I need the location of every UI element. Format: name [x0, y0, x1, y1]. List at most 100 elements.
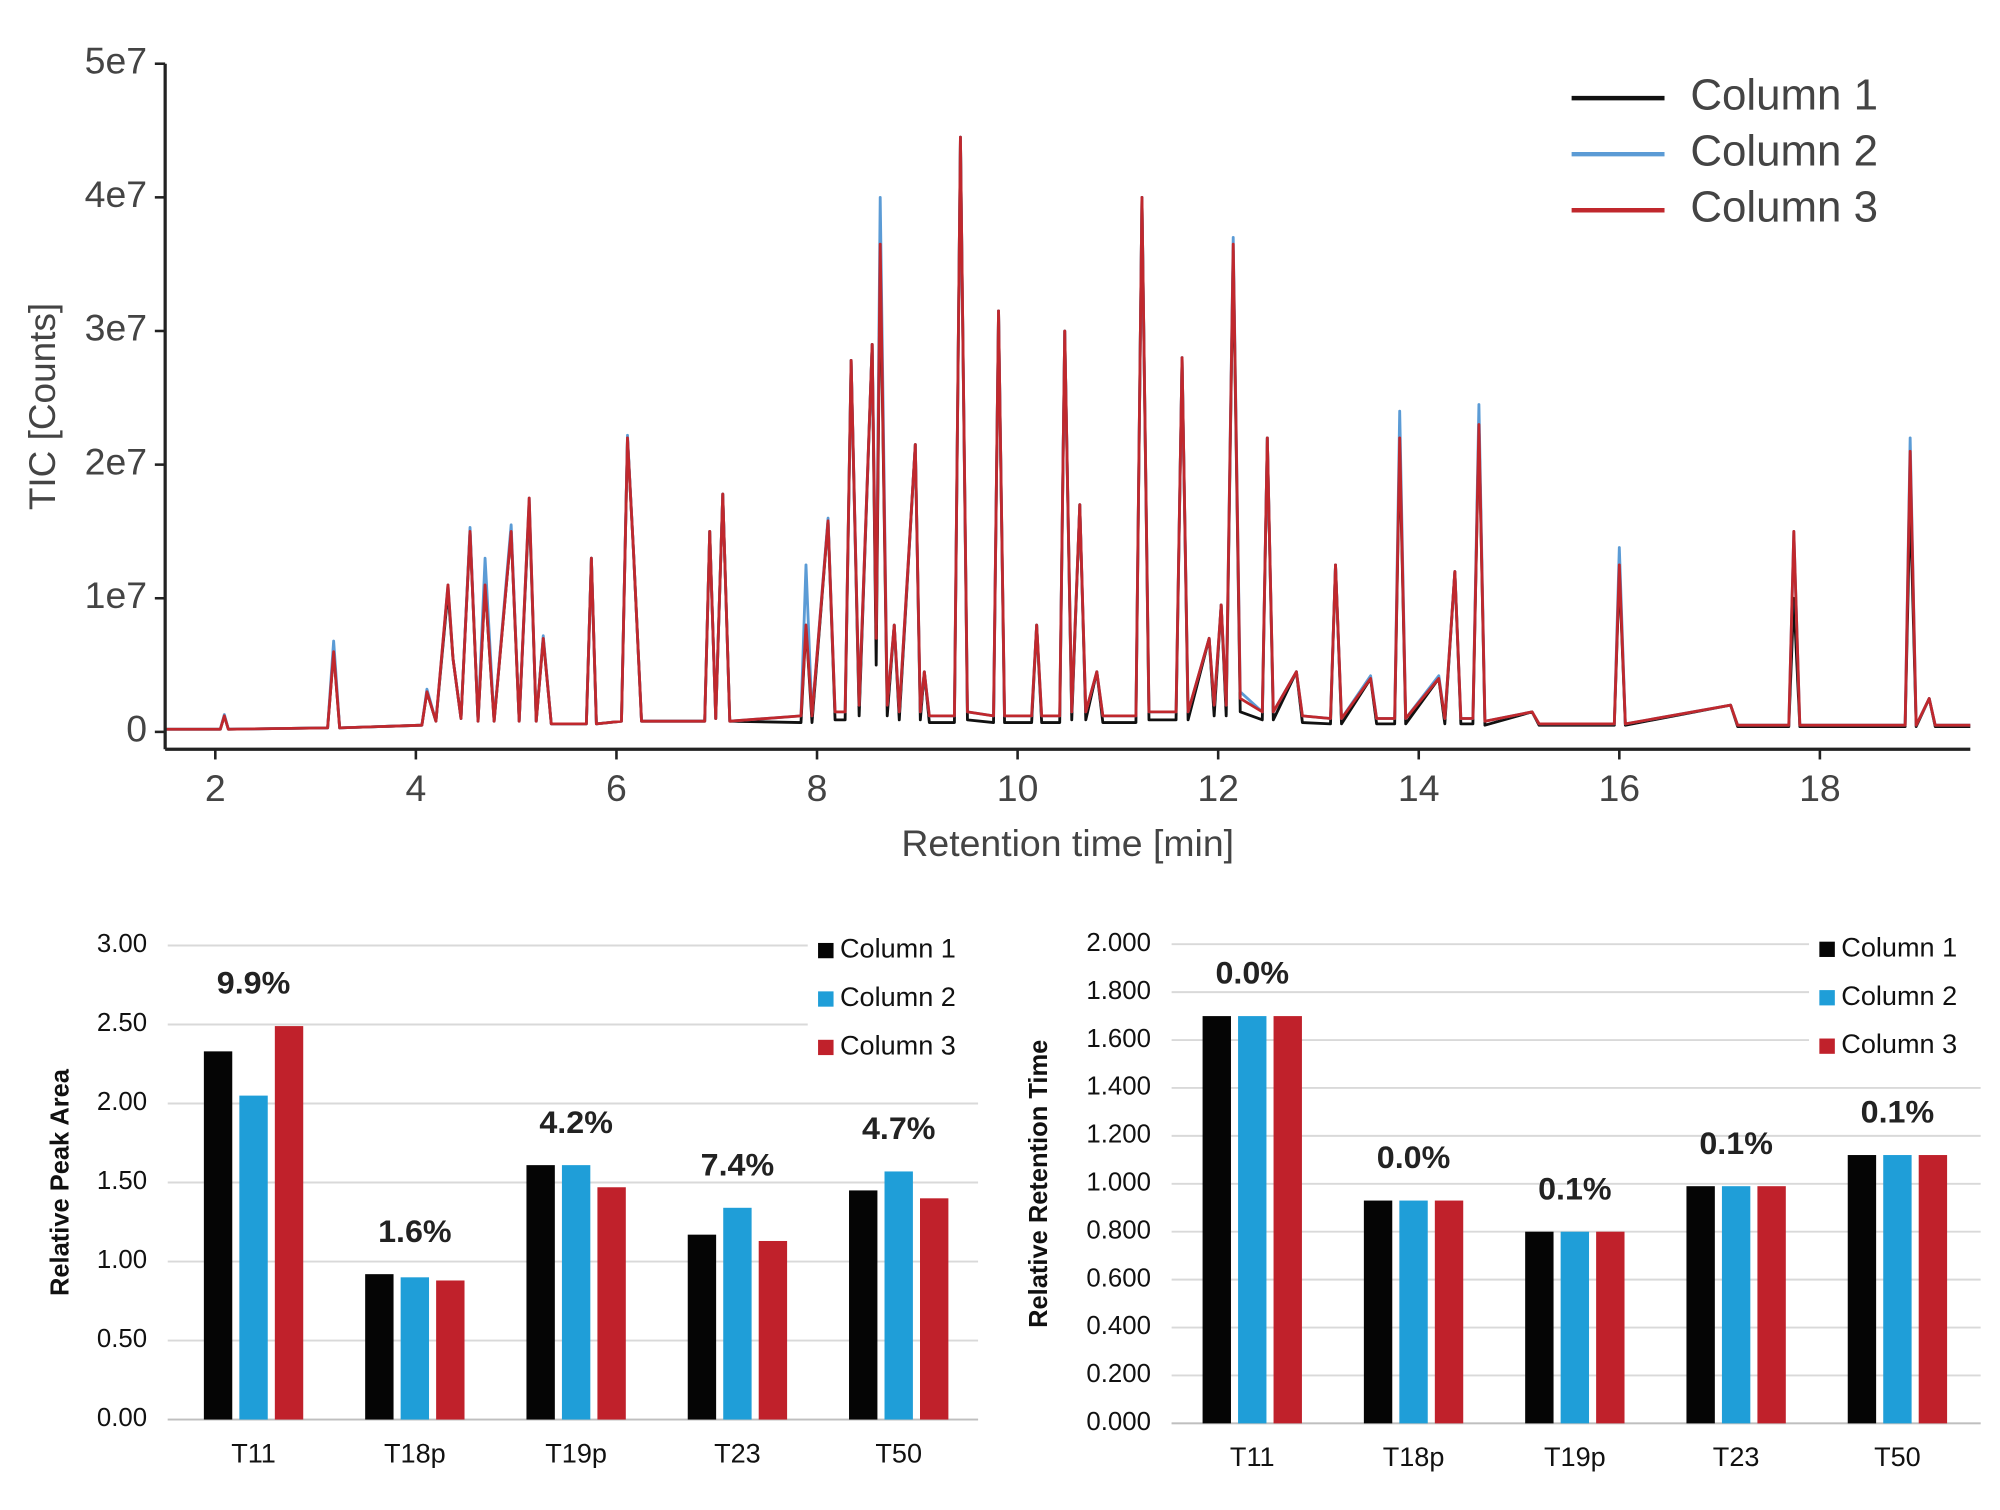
line-chart: 0 1e7 2e7 3e7 4e7 5e7 2 4 6 8 10 12 14 16 18 Retention … [21, 40, 1971, 864]
series-line [165, 135, 1971, 731]
bar [1721, 1186, 1751, 1424]
x-tick-label: T19p [1544, 1442, 1606, 1472]
bar [365, 1274, 394, 1420]
bar [239, 1095, 268, 1420]
annotation: 1.6% [378, 1213, 452, 1249]
y-tick-label: 1.00 [97, 1246, 147, 1274]
bar-chart: 0.000 0.200 0.400 0.600 0.800 1.000 1.200 1.400… [1025, 926, 1984, 1472]
bar [687, 1234, 717, 1420]
x-tick-label: T23 [714, 1438, 761, 1468]
y-tick-label: 0.600 [1086, 1264, 1151, 1292]
y-tick-label: 0.800 [1086, 1217, 1151, 1245]
annotation: 0.0% [1377, 1139, 1451, 1175]
y-axis-label: Relative Peak Area [47, 1068, 75, 1296]
x-tick-label: T11 [231, 1438, 276, 1468]
bar [1757, 1186, 1786, 1424]
bar [723, 1207, 752, 1420]
x-tick-label: 14 [1398, 767, 1440, 809]
y-tick-label: 5e7 [85, 40, 147, 82]
x-axis-label: Retention time [min] [901, 822, 1234, 864]
legend-box [1809, 926, 1984, 1080]
bar [884, 1171, 913, 1420]
legend-label: Column 1 [1841, 933, 1957, 963]
y-tick-label: 1.200 [1086, 1121, 1151, 1149]
bar [526, 1165, 555, 1420]
bar [1238, 1016, 1267, 1424]
legend-label: Column 2 [840, 982, 956, 1012]
x-tick-label: 10 [997, 767, 1039, 809]
bar [274, 1026, 304, 1420]
bar [1434, 1200, 1464, 1424]
x-tick-label: T23 [1713, 1442, 1760, 1472]
annotation: 9.9% [217, 965, 291, 1001]
legend-swatch [1819, 990, 1835, 1006]
y-tick-label: 3.00 [97, 930, 147, 958]
x-tick-label: T18p [384, 1438, 446, 1468]
legend-swatch [1819, 1038, 1835, 1054]
annotation: 7.4% [701, 1147, 775, 1183]
annotation: 4.2% [539, 1104, 613, 1140]
bar [436, 1280, 465, 1420]
legend-label: Column 3 [1690, 184, 1878, 232]
x-tick-label: 6 [606, 767, 627, 809]
x-tick-label: 2 [205, 767, 226, 809]
y-tick-label: 1.600 [1086, 1025, 1151, 1053]
bar [561, 1165, 591, 1420]
y-tick-label: 1.800 [1086, 977, 1151, 1005]
x-tick-label: T11 [1230, 1442, 1275, 1472]
y-axis-label: TIC [Counts] [21, 303, 63, 510]
annotation: 0.1% [1538, 1171, 1612, 1207]
y-tick-label: 3e7 [85, 307, 147, 349]
bar [1399, 1200, 1428, 1424]
y-tick-label: 1.400 [1086, 1073, 1151, 1101]
annotation: 0.0% [1216, 955, 1290, 991]
x-tick-label: 8 [807, 767, 828, 809]
x-tick-label: T19p [545, 1438, 607, 1468]
bar [1883, 1155, 1912, 1424]
x-tick-label: T50 [1874, 1442, 1921, 1472]
legend-swatch [818, 991, 834, 1007]
bar [1847, 1155, 1877, 1424]
y-tick-label: 0.000 [1086, 1408, 1151, 1436]
bar [1560, 1231, 1590, 1424]
y-tick-label: 0.200 [1086, 1360, 1151, 1388]
y-tick-label: 0.50 [97, 1325, 147, 1353]
bar [920, 1198, 949, 1420]
x-tick-label: T18p [1383, 1442, 1445, 1472]
legend-label: Column 1 [1690, 72, 1878, 120]
y-tick-label: 1e7 [85, 574, 147, 616]
bar [1918, 1155, 1948, 1424]
y-axis-label: Relative Retention Time [1025, 1040, 1053, 1328]
bar [1363, 1200, 1393, 1424]
annotation: 4.7% [862, 1110, 936, 1146]
y-tick-label: 0 [126, 708, 147, 750]
bar [1596, 1231, 1625, 1424]
annotation: 0.1% [1861, 1094, 1935, 1130]
bar [597, 1187, 626, 1420]
y-tick-label: 0.00 [97, 1404, 147, 1432]
x-tick-label: T50 [875, 1438, 922, 1468]
bar [1273, 1016, 1302, 1424]
y-tick-label: 2.00 [97, 1088, 147, 1116]
y-tick-label: 0.400 [1086, 1312, 1151, 1340]
x-tick-label: 12 [1197, 767, 1239, 809]
y-tick-label: 2.50 [97, 1009, 147, 1037]
legend-swatch [818, 942, 834, 959]
bar [758, 1240, 788, 1420]
legend-label: Column 1 [840, 934, 956, 964]
y-tick-label: 1.000 [1086, 1169, 1151, 1197]
legend-label: Column 3 [840, 1031, 956, 1061]
legend-swatch [818, 1039, 834, 1056]
bar [849, 1190, 878, 1420]
legend-box [807, 927, 981, 1081]
bar [1525, 1231, 1554, 1424]
bar [1686, 1186, 1715, 1424]
bar [1202, 1016, 1231, 1424]
legend-label: Column 3 [1841, 1029, 1957, 1059]
legend-label: Column 2 [1690, 128, 1878, 176]
y-tick-label: 2e7 [85, 441, 147, 483]
annotation: 0.1% [1699, 1125, 1773, 1161]
bar [400, 1277, 430, 1420]
